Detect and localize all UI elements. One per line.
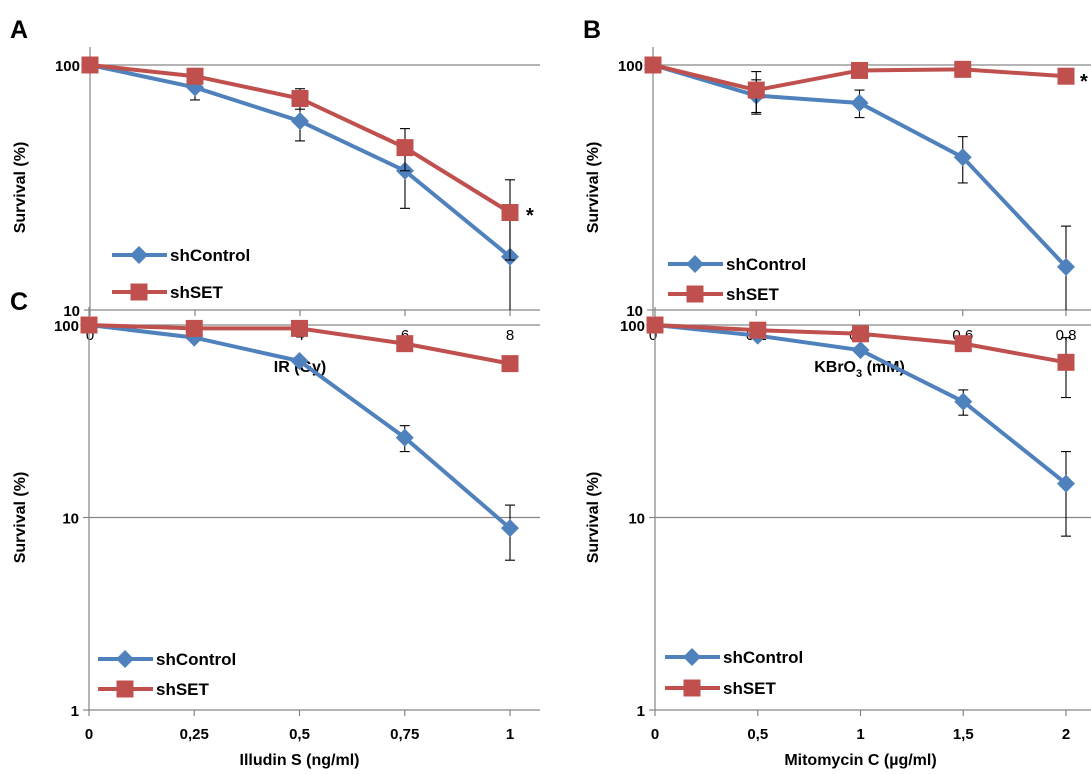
data-point: [851, 61, 868, 79]
legend-label: shSET: [156, 680, 210, 699]
series-shSET: [81, 56, 519, 261]
x-tick-label: 0,25: [180, 726, 209, 743]
panel-letter: A: [10, 16, 28, 44]
y-tick-label: 10: [628, 511, 645, 528]
x-axis-title: KBrO3 (mM): [814, 359, 905, 380]
x-axis-title: Illudin S (ng/ml): [240, 752, 360, 769]
data-point: [396, 139, 414, 157]
data-point: [1057, 474, 1075, 493]
legend-label: shControl: [170, 246, 250, 265]
data-point: [396, 335, 414, 353]
y-axis-title: Survival (%): [12, 142, 29, 234]
significance-star: *: [526, 205, 534, 227]
x-axis-title-main: KBrO: [814, 359, 856, 376]
legend: shControl shSET: [668, 255, 806, 304]
significance-star: *: [1080, 71, 1088, 93]
data-point: [953, 148, 972, 167]
legend: shControl shSET: [98, 650, 236, 699]
legend-label: shControl: [726, 255, 806, 274]
legend-marker: [130, 246, 148, 264]
legend-marker: [116, 680, 134, 698]
legend-label: shControl: [723, 648, 803, 667]
panel-letter: B: [583, 16, 601, 44]
data-point: [852, 325, 869, 343]
y-tick-label: 10: [62, 511, 79, 528]
legend-label: shSET: [170, 283, 224, 302]
data-point: [501, 355, 519, 373]
x-tick-label: 8: [506, 327, 514, 344]
series-shSET: [646, 316, 1075, 399]
x-tick-label: 0: [649, 327, 657, 344]
legend-marker: [683, 679, 701, 697]
x-tick-label: 0: [85, 726, 93, 743]
series-shSET: [80, 316, 519, 373]
data-point: [1057, 353, 1075, 371]
x-axis-title-tail: (mM): [862, 359, 905, 376]
legend: shControl shSET: [112, 246, 250, 302]
data-point: [291, 319, 308, 337]
data-point: [501, 519, 519, 538]
y-tick-label: 1: [71, 703, 79, 720]
data-point: [749, 321, 767, 339]
data-point: [644, 56, 662, 74]
y-tick-label: 10: [626, 303, 643, 320]
data-point: [1057, 67, 1075, 85]
y-axis-title: Survival (%): [12, 472, 29, 564]
data-point: [501, 204, 519, 222]
y-tick-label: 100: [54, 318, 79, 335]
legend-marker: [686, 255, 704, 273]
data-point: [851, 341, 870, 360]
x-tick-label: 0,75: [390, 726, 419, 743]
legend-label: shControl: [156, 650, 236, 669]
y-tick-label: 1: [637, 703, 645, 720]
data-point: [954, 335, 972, 353]
x-tick-label: 1: [856, 726, 864, 743]
data-point: [81, 56, 99, 74]
legend-marker: [686, 285, 704, 303]
y-tick-label: 10: [63, 303, 80, 320]
data-point: [290, 352, 309, 371]
data-point: [747, 81, 765, 99]
y-tick-label: 100: [55, 58, 80, 75]
series-shControl: [646, 316, 1075, 537]
y-tick-label: 100: [618, 58, 643, 75]
data-point: [186, 67, 204, 85]
x-tick-label: 0,5: [289, 726, 310, 743]
data-point: [291, 89, 309, 107]
data-point: [80, 316, 98, 334]
legend-label: shSET: [723, 679, 777, 698]
x-tick-label: 0: [86, 327, 94, 344]
series-shSET: [644, 56, 1075, 114]
x-axis-title: Mitomycin C (µg/ml): [784, 752, 936, 769]
legend-marker: [130, 283, 148, 301]
panel-letter: C: [10, 288, 28, 316]
x-axis-title-sub: 3: [856, 368, 862, 380]
data-point: [850, 93, 869, 112]
data-point: [185, 319, 203, 337]
legend: shControl shSET: [665, 648, 803, 698]
series-shControl: [644, 56, 1075, 310]
data-point: [954, 60, 972, 78]
y-tick-label: 100: [620, 318, 645, 335]
x-tick-label: 0,5: [747, 726, 768, 743]
x-tick-label: 1: [506, 726, 514, 743]
x-tick-label: 2: [1062, 726, 1070, 743]
x-tick-label: 0: [651, 726, 659, 743]
x-tick-label: 1,5: [953, 726, 974, 743]
legend-marker: [683, 648, 701, 666]
data-point: [954, 392, 973, 411]
legend-marker: [116, 650, 134, 668]
data-point: [1057, 257, 1075, 276]
y-axis-title: Survival (%): [585, 472, 602, 564]
y-axis-title: Survival (%): [585, 142, 602, 234]
data-point: [291, 112, 309, 131]
data-point: [395, 428, 414, 447]
data-point: [646, 316, 664, 334]
legend-label: shSET: [726, 285, 780, 304]
x-tick-label: 0,8: [1056, 327, 1077, 344]
